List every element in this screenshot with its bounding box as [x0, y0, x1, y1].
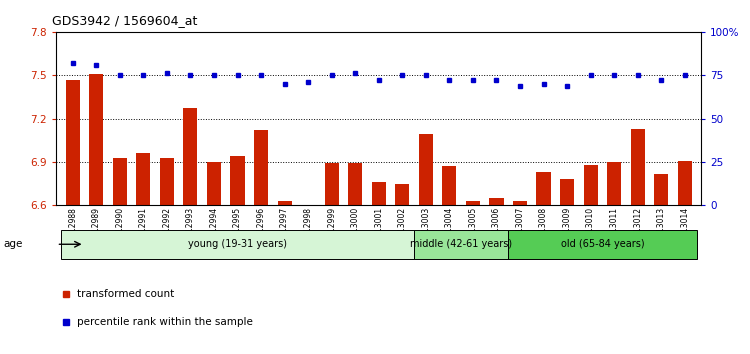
Bar: [348, 164, 362, 205]
Bar: [513, 201, 527, 205]
Bar: [654, 173, 668, 205]
Text: young (19-31 years): young (19-31 years): [188, 239, 287, 249]
Text: percentile rank within the sample: percentile rank within the sample: [77, 317, 253, 327]
Bar: [136, 153, 151, 205]
Text: transformed count: transformed count: [77, 289, 174, 299]
Bar: [607, 162, 621, 205]
Bar: [160, 158, 174, 205]
Text: old (65-84 years): old (65-84 years): [560, 239, 644, 249]
Text: age: age: [4, 239, 23, 249]
Bar: [678, 160, 692, 205]
Bar: [325, 164, 339, 205]
Text: GDS3942 / 1569604_at: GDS3942 / 1569604_at: [53, 14, 198, 27]
Bar: [560, 179, 574, 205]
Bar: [536, 172, 550, 205]
Text: middle (42-61 years): middle (42-61 years): [410, 239, 512, 249]
Bar: [490, 198, 503, 205]
Bar: [395, 184, 410, 205]
Bar: [631, 129, 645, 205]
Bar: [183, 108, 197, 205]
Bar: [414, 230, 509, 258]
Bar: [372, 182, 386, 205]
Bar: [112, 158, 127, 205]
Bar: [419, 135, 433, 205]
Bar: [89, 74, 104, 205]
Bar: [584, 165, 598, 205]
Bar: [466, 201, 480, 205]
Bar: [509, 230, 697, 258]
Bar: [442, 166, 457, 205]
Bar: [66, 80, 80, 205]
Bar: [207, 162, 221, 205]
Bar: [61, 230, 414, 258]
Bar: [278, 201, 292, 205]
Bar: [230, 156, 244, 205]
Bar: [254, 130, 268, 205]
